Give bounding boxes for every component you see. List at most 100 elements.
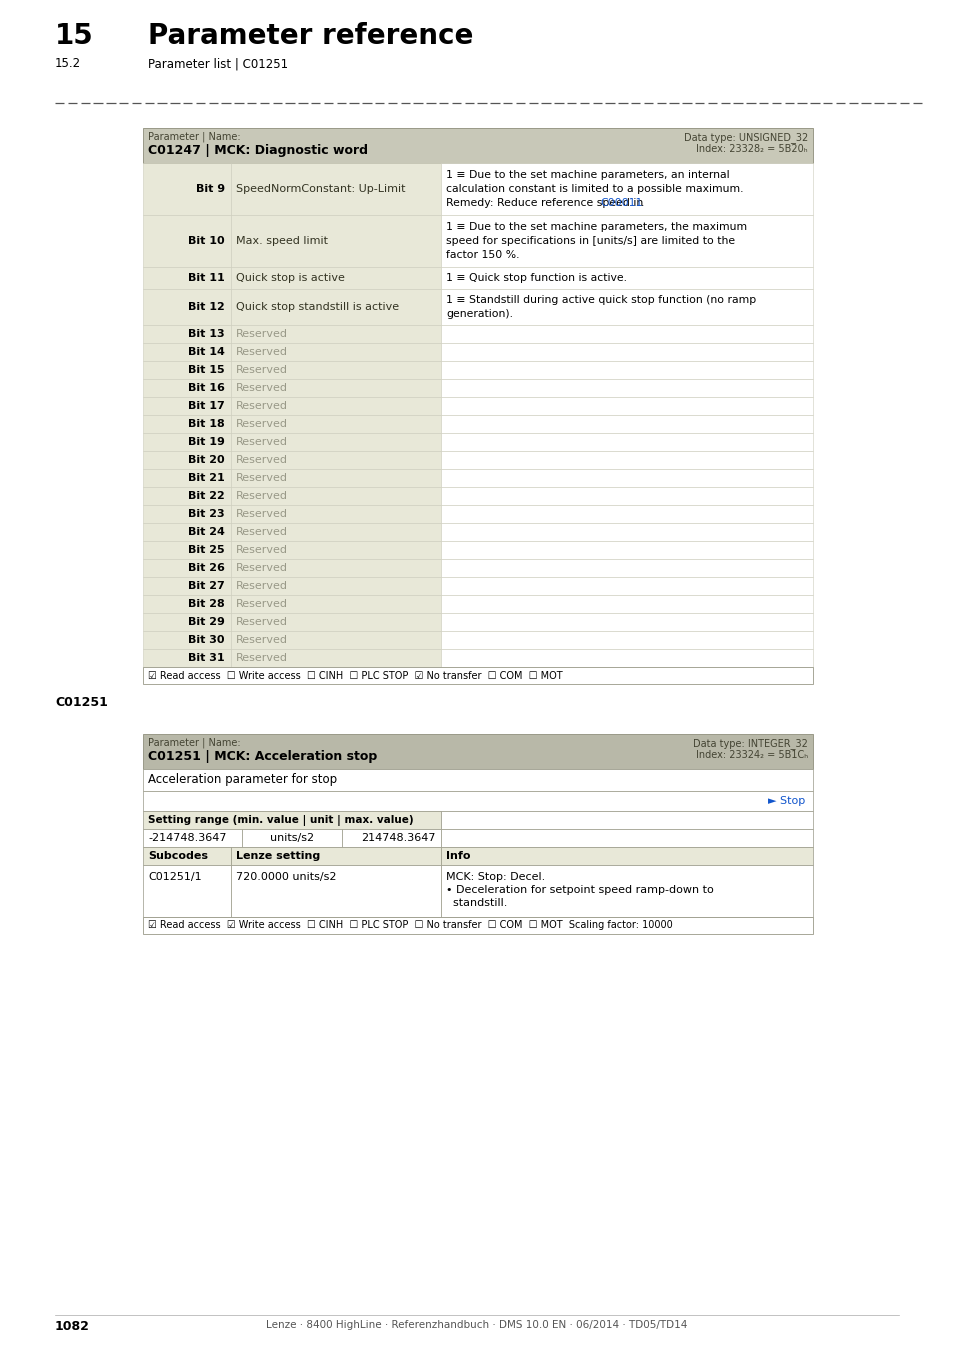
- Bar: [440, 487, 812, 505]
- Text: C01247 | MCK: Diagnostic word: C01247 | MCK: Diagnostic word: [148, 144, 368, 157]
- Text: Reserved: Reserved: [235, 347, 288, 356]
- Text: 720.0000 units/s2: 720.0000 units/s2: [235, 872, 336, 882]
- Text: Reserved: Reserved: [235, 634, 288, 645]
- Bar: [231, 325, 440, 343]
- Text: factor 150 %.: factor 150 %.: [446, 250, 519, 259]
- Bar: [231, 360, 440, 379]
- Bar: [143, 414, 231, 433]
- Text: Reserved: Reserved: [235, 437, 288, 447]
- Bar: [231, 451, 440, 468]
- Text: Data type: INTEGER_32: Data type: INTEGER_32: [693, 738, 807, 749]
- Bar: [143, 559, 231, 576]
- Bar: [440, 267, 812, 289]
- Bar: [143, 595, 231, 613]
- Bar: [143, 846, 231, 865]
- Bar: [231, 630, 440, 649]
- Text: C00011: C00011: [600, 197, 642, 208]
- Text: standstill.: standstill.: [446, 898, 507, 909]
- Bar: [440, 522, 812, 541]
- Bar: [440, 541, 812, 559]
- Bar: [143, 613, 231, 630]
- Text: Data type: UNSIGNED_32: Data type: UNSIGNED_32: [683, 132, 807, 143]
- Text: Bit 19: Bit 19: [188, 437, 225, 447]
- Bar: [440, 505, 812, 522]
- Text: Bit 20: Bit 20: [188, 455, 225, 464]
- Text: Bit 22: Bit 22: [188, 491, 225, 501]
- Text: 1082: 1082: [55, 1320, 90, 1332]
- Bar: [231, 541, 440, 559]
- Bar: [440, 468, 812, 487]
- Bar: [440, 433, 812, 451]
- Text: Bit 9: Bit 9: [195, 184, 225, 194]
- Bar: [143, 379, 231, 397]
- Bar: [440, 325, 812, 343]
- Text: Reserved: Reserved: [235, 418, 288, 429]
- Bar: [231, 649, 440, 667]
- Bar: [143, 360, 231, 379]
- Text: Setting range (min. value | unit | max. value): Setting range (min. value | unit | max. …: [148, 814, 414, 825]
- Text: 1 ≡ Due to the set machine parameters, an internal: 1 ≡ Due to the set machine parameters, a…: [446, 170, 729, 181]
- Bar: [143, 487, 231, 505]
- Bar: [440, 865, 812, 917]
- Bar: [440, 289, 812, 325]
- Text: Max. speed limit: Max. speed limit: [235, 236, 328, 246]
- Text: Quick stop is active: Quick stop is active: [235, 273, 345, 284]
- Text: Reserved: Reserved: [235, 364, 288, 375]
- Bar: [143, 505, 231, 522]
- Bar: [440, 846, 812, 865]
- Text: speed for specifications in [units/s] are limited to the: speed for specifications in [units/s] ar…: [446, 236, 735, 246]
- Text: MCK: Stop: Decel.: MCK: Stop: Decel.: [446, 872, 545, 882]
- Text: ☑ Read access  ☐ Write access  ☐ CINH  ☐ PLC STOP  ☑ No transfer  ☐ COM  ☐ MOT: ☑ Read access ☐ Write access ☐ CINH ☐ PL…: [148, 671, 562, 680]
- Bar: [231, 505, 440, 522]
- Text: 1 ≡ Quick stop function is active.: 1 ≡ Quick stop function is active.: [446, 273, 626, 284]
- Text: C01251/1: C01251/1: [148, 872, 201, 882]
- Bar: [231, 289, 440, 325]
- Bar: [143, 468, 231, 487]
- Bar: [143, 734, 812, 770]
- Text: Bit 27: Bit 27: [188, 580, 225, 591]
- Bar: [143, 215, 231, 267]
- Bar: [440, 163, 812, 215]
- Bar: [231, 613, 440, 630]
- Bar: [231, 215, 440, 267]
- Bar: [440, 379, 812, 397]
- Text: Bit 26: Bit 26: [188, 563, 225, 572]
- Text: Bit 14: Bit 14: [188, 347, 225, 356]
- Text: Reserved: Reserved: [235, 526, 288, 537]
- Bar: [242, 829, 341, 846]
- Text: ► Stop: ► Stop: [767, 796, 804, 806]
- Text: Bit 15: Bit 15: [188, 364, 225, 375]
- Text: Bit 12: Bit 12: [188, 302, 225, 312]
- Text: Parameter list | C01251: Parameter list | C01251: [148, 57, 288, 70]
- Bar: [440, 811, 812, 829]
- Text: ☑ Read access  ☑ Write access  ☐ CINH  ☐ PLC STOP  ☐ No transfer  ☐ COM  ☐ MOT  : ☑ Read access ☑ Write access ☐ CINH ☐ PL…: [148, 921, 672, 930]
- Bar: [143, 630, 231, 649]
- Bar: [143, 917, 812, 934]
- Text: Bit 21: Bit 21: [188, 472, 225, 483]
- Text: Reserved: Reserved: [235, 563, 288, 572]
- Bar: [143, 649, 231, 667]
- Bar: [231, 163, 440, 215]
- Text: Bit 13: Bit 13: [188, 329, 225, 339]
- Text: calculation constant is limited to a possible maximum.: calculation constant is limited to a pos…: [446, 184, 742, 194]
- Bar: [231, 414, 440, 433]
- Text: Reserved: Reserved: [235, 383, 288, 393]
- Text: C01251: C01251: [55, 697, 108, 709]
- Text: Bit 30: Bit 30: [189, 634, 225, 645]
- Text: Reserved: Reserved: [235, 653, 288, 663]
- Text: Parameter reference: Parameter reference: [148, 22, 473, 50]
- Text: Index: 23324₂ = 5B1Cₕ: Index: 23324₂ = 5B1Cₕ: [695, 751, 807, 760]
- Text: Reserved: Reserved: [235, 329, 288, 339]
- Bar: [231, 267, 440, 289]
- Text: Bit 23: Bit 23: [188, 509, 225, 518]
- Bar: [440, 613, 812, 630]
- Bar: [143, 128, 812, 163]
- Text: Info: Info: [446, 850, 470, 861]
- Text: 1 ≡ Standstill during active quick stop function (no ramp: 1 ≡ Standstill during active quick stop …: [446, 296, 756, 305]
- Text: Reserved: Reserved: [235, 580, 288, 591]
- Bar: [143, 289, 231, 325]
- Bar: [231, 397, 440, 414]
- Bar: [231, 487, 440, 505]
- Bar: [143, 829, 242, 846]
- Text: Quick stop standstill is active: Quick stop standstill is active: [235, 302, 398, 312]
